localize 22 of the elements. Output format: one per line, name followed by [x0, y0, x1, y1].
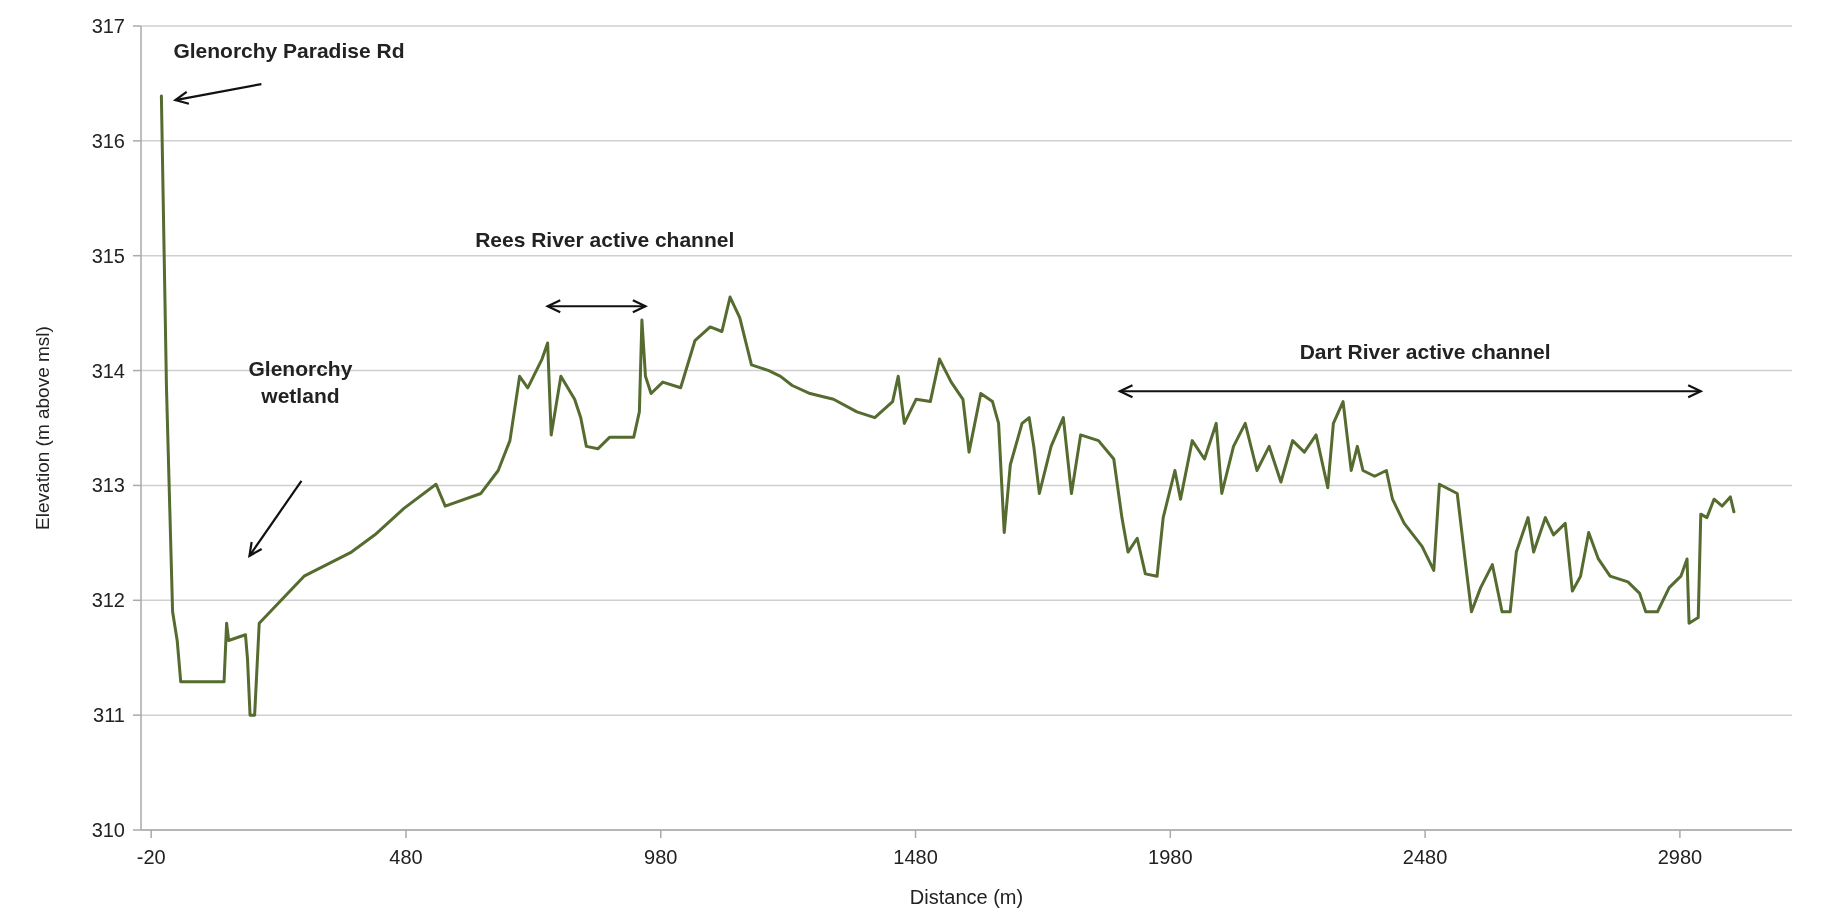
- x-tick-label: 480: [389, 846, 423, 868]
- y-tick-label: 312: [91, 589, 125, 612]
- y-tick-label: 313: [91, 474, 125, 497]
- y-tick-label: 316: [91, 129, 125, 152]
- annotation: Rees River active channel: [475, 227, 735, 251]
- line-series: [159, 94, 1736, 717]
- x-tick-label: 980: [644, 846, 678, 868]
- x-tick-label: 1980: [1148, 846, 1193, 868]
- y-tick-label: 314: [91, 359, 125, 382]
- annotation: Glenorchy Paradise Rd: [173, 39, 405, 63]
- x-tick-label: 2980: [1657, 846, 1703, 868]
- annotation: Dart River active channel: [1299, 340, 1551, 364]
- y-tick-label: 310: [91, 819, 125, 841]
- y-tick-label: 317: [91, 15, 125, 37]
- y-tick-label: 311: [93, 704, 125, 727]
- x-tick-label: -20: [136, 846, 166, 868]
- y-tick-label: 315: [91, 244, 125, 267]
- x-tick-label: 2480: [1402, 846, 1448, 868]
- y-axis-title: Elevation (m above msl): [32, 326, 53, 530]
- x-tick-label: 1480: [893, 846, 938, 868]
- x-axis-title: Distance (m): [909, 886, 1024, 908]
- annotation: Glenorchy wetland: [248, 356, 353, 408]
